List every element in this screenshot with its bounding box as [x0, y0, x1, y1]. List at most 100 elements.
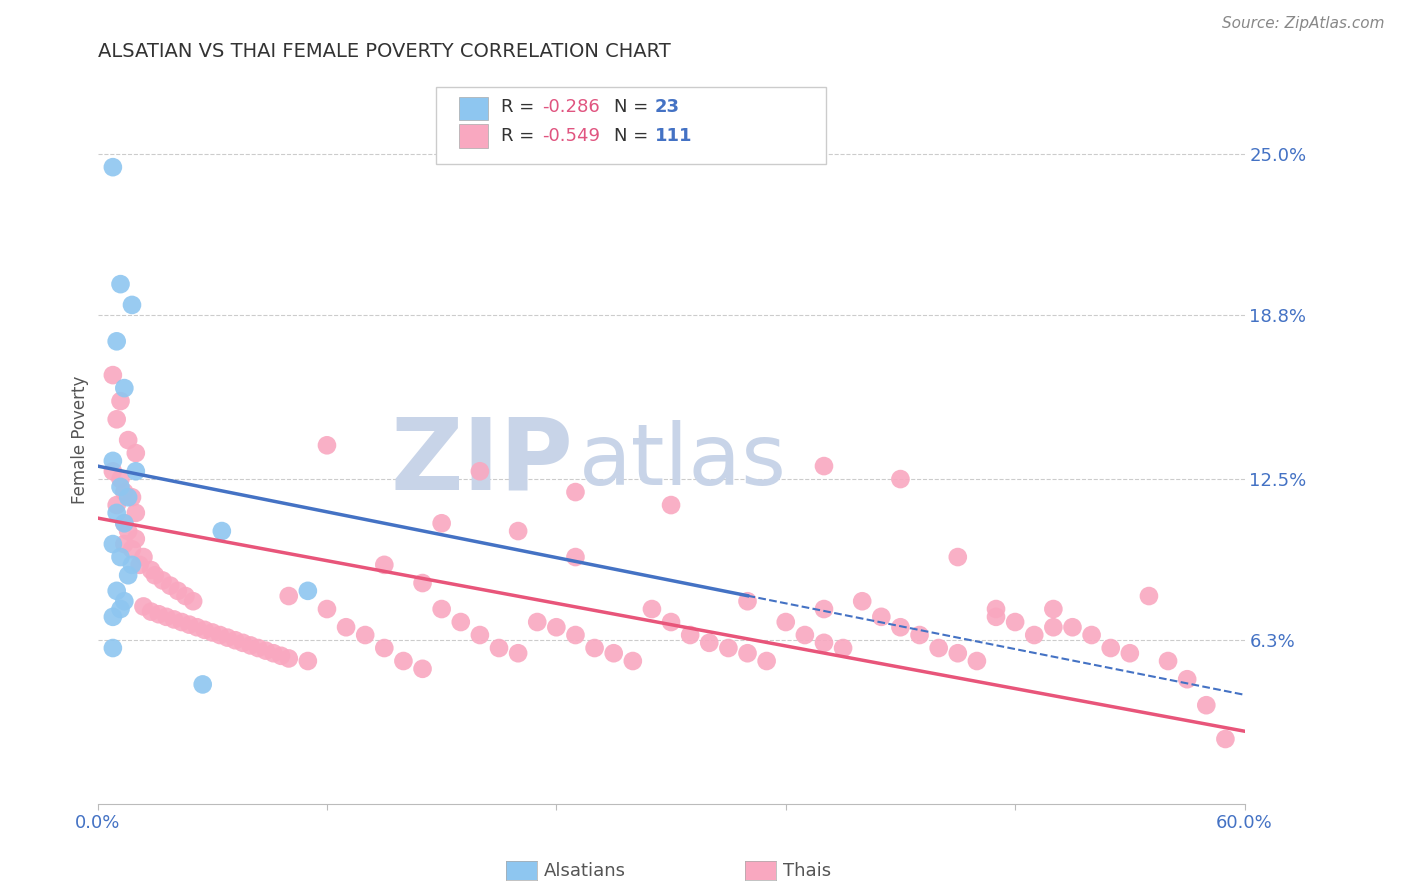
Text: -0.549: -0.549	[543, 127, 600, 145]
Y-axis label: Female Poverty: Female Poverty	[72, 376, 89, 504]
Point	[737, 594, 759, 608]
Point	[1195, 698, 1218, 713]
Text: N =: N =	[613, 127, 654, 145]
Point	[105, 583, 128, 598]
Point	[112, 381, 135, 395]
Point	[208, 628, 231, 642]
Point	[101, 640, 124, 655]
Point	[354, 628, 377, 642]
Point	[112, 516, 135, 531]
Text: 111: 111	[655, 127, 693, 145]
Point	[181, 594, 204, 608]
Point	[392, 654, 415, 668]
Point	[132, 550, 155, 565]
Text: R =: R =	[502, 98, 540, 117]
Point	[468, 464, 491, 478]
Point	[450, 615, 472, 629]
Point	[679, 628, 702, 642]
Point	[139, 605, 162, 619]
Point	[170, 615, 193, 629]
Text: 23: 23	[655, 98, 681, 117]
Point	[117, 524, 139, 538]
Point	[262, 646, 284, 660]
Point	[110, 394, 132, 409]
Point	[1137, 589, 1160, 603]
Point	[211, 524, 233, 538]
Point	[1215, 731, 1237, 746]
Point	[966, 654, 988, 668]
Point	[112, 594, 135, 608]
Point	[125, 464, 148, 478]
Point	[793, 628, 815, 642]
Point	[412, 662, 434, 676]
Point	[564, 628, 586, 642]
Point	[112, 485, 135, 500]
Point	[297, 654, 319, 668]
Point	[121, 542, 143, 557]
Point	[121, 558, 143, 572]
Point	[101, 610, 124, 624]
Text: Thais: Thais	[783, 862, 831, 880]
Point	[832, 640, 855, 655]
Point	[117, 490, 139, 504]
Point	[112, 537, 135, 551]
Point	[1175, 672, 1198, 686]
Point	[1004, 615, 1026, 629]
Point	[125, 446, 148, 460]
Point	[775, 615, 797, 629]
Point	[121, 298, 143, 312]
Point	[270, 648, 292, 663]
Point	[121, 490, 143, 504]
Point	[105, 498, 128, 512]
Point	[148, 607, 170, 622]
Point	[297, 583, 319, 598]
Point	[105, 334, 128, 349]
Point	[583, 640, 606, 655]
Point	[813, 602, 835, 616]
Point	[110, 480, 132, 494]
Point	[152, 574, 174, 588]
Point	[224, 633, 246, 648]
Point	[946, 550, 969, 565]
Point	[179, 617, 201, 632]
Point	[159, 579, 181, 593]
Point	[659, 615, 682, 629]
Point	[232, 636, 254, 650]
Point	[139, 563, 162, 577]
Point	[526, 615, 548, 629]
Text: ALSATIAN VS THAI FEMALE POVERTY CORRELATION CHART: ALSATIAN VS THAI FEMALE POVERTY CORRELAT…	[97, 42, 671, 61]
Point	[697, 636, 720, 650]
Point	[889, 620, 911, 634]
Point	[813, 459, 835, 474]
Point	[1024, 628, 1046, 642]
Point	[737, 646, 759, 660]
Point	[277, 651, 299, 665]
Point	[717, 640, 740, 655]
Text: ZIP: ZIP	[391, 413, 574, 510]
Point	[508, 524, 530, 538]
Point	[167, 583, 190, 598]
Point	[239, 639, 262, 653]
Point	[247, 640, 270, 655]
Point	[1042, 602, 1064, 616]
Point	[851, 594, 873, 608]
Point	[112, 516, 135, 531]
Point	[132, 599, 155, 614]
Text: R =: R =	[502, 127, 540, 145]
Point	[186, 620, 208, 634]
Point	[602, 646, 624, 660]
Point	[316, 602, 339, 616]
Point	[468, 628, 491, 642]
Point	[641, 602, 664, 616]
Text: -0.286: -0.286	[543, 98, 600, 117]
Point	[430, 516, 453, 531]
Point	[117, 568, 139, 582]
Point	[110, 277, 132, 292]
Point	[755, 654, 778, 668]
Point	[110, 472, 132, 486]
Point	[101, 537, 124, 551]
Text: N =: N =	[613, 98, 654, 117]
Point	[1099, 640, 1122, 655]
Point	[508, 646, 530, 660]
Point	[984, 610, 1007, 624]
